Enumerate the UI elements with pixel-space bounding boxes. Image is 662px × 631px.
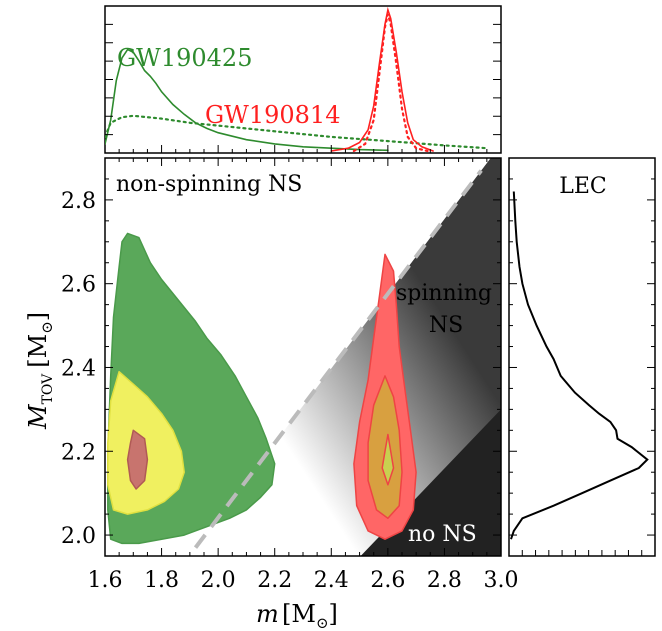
top-panel: GW190425 GW190814 xyxy=(104,5,502,154)
top-series-gw190814-dotted xyxy=(352,13,429,153)
y-tick-label: 2.0 xyxy=(61,524,96,549)
contour-gw190425-inner xyxy=(126,429,149,490)
x-tick-label: 3.0 xyxy=(484,568,519,593)
main-panel: 1.6 1.8 2.0 2.2 2.4 2.6 2.8 3.0 2.0 2.2 2.4 2.6 2.8… xyxy=(24,157,519,631)
gw190425-label: GW190425 xyxy=(117,44,252,72)
y-tick-label: 2.6 xyxy=(61,273,96,298)
x-axis-label: m [M⊙] xyxy=(256,600,338,631)
top-panel-frame xyxy=(104,5,502,154)
y-tick-label: 2.8 xyxy=(61,189,96,214)
x-axis-label-unit: [M⊙] xyxy=(282,600,338,631)
x-tick-label: 2.0 xyxy=(201,568,236,593)
x-tick-label: 2.8 xyxy=(427,568,462,593)
lec-curve xyxy=(510,191,649,540)
y-axis-label-text: MTOV[M⊙] xyxy=(24,312,56,430)
right-panel-frame xyxy=(508,157,656,557)
contour-gw190425-mid xyxy=(107,370,185,515)
x-tick-label: 1.8 xyxy=(144,568,179,593)
x-axis-label-m: m xyxy=(256,600,279,628)
x-tick-label: 2.6 xyxy=(370,568,405,593)
region-label-no-ns: no NS xyxy=(408,522,477,547)
lec-label: LEC xyxy=(559,174,607,199)
no-ns-region xyxy=(360,409,501,556)
region-label-non-spinning: non-spinning NS xyxy=(116,172,302,197)
non-spinning-limit-line xyxy=(193,169,483,549)
top-series-gw190814-solid xyxy=(330,6,434,152)
x-tick-label: 2.4 xyxy=(314,568,349,593)
top-series-gw190425-dotted xyxy=(105,114,488,150)
top-series-gw190425-solid xyxy=(105,48,389,152)
contour-gw190814-inner xyxy=(381,433,395,486)
region-label-spinning: spinning xyxy=(396,281,492,306)
region-label-spinning-ns: NS xyxy=(429,313,463,338)
x-tick-label: 1.6 xyxy=(88,568,123,593)
gw190814-label: GW190814 xyxy=(205,101,340,129)
right-panel: LEC xyxy=(508,157,656,557)
y-tick-label: 2.2 xyxy=(61,440,96,465)
x-tick-label: 2.2 xyxy=(257,568,292,593)
y-tick-label: 2.4 xyxy=(61,356,96,381)
y-axis-label: MTOV[M⊙] xyxy=(24,312,56,430)
